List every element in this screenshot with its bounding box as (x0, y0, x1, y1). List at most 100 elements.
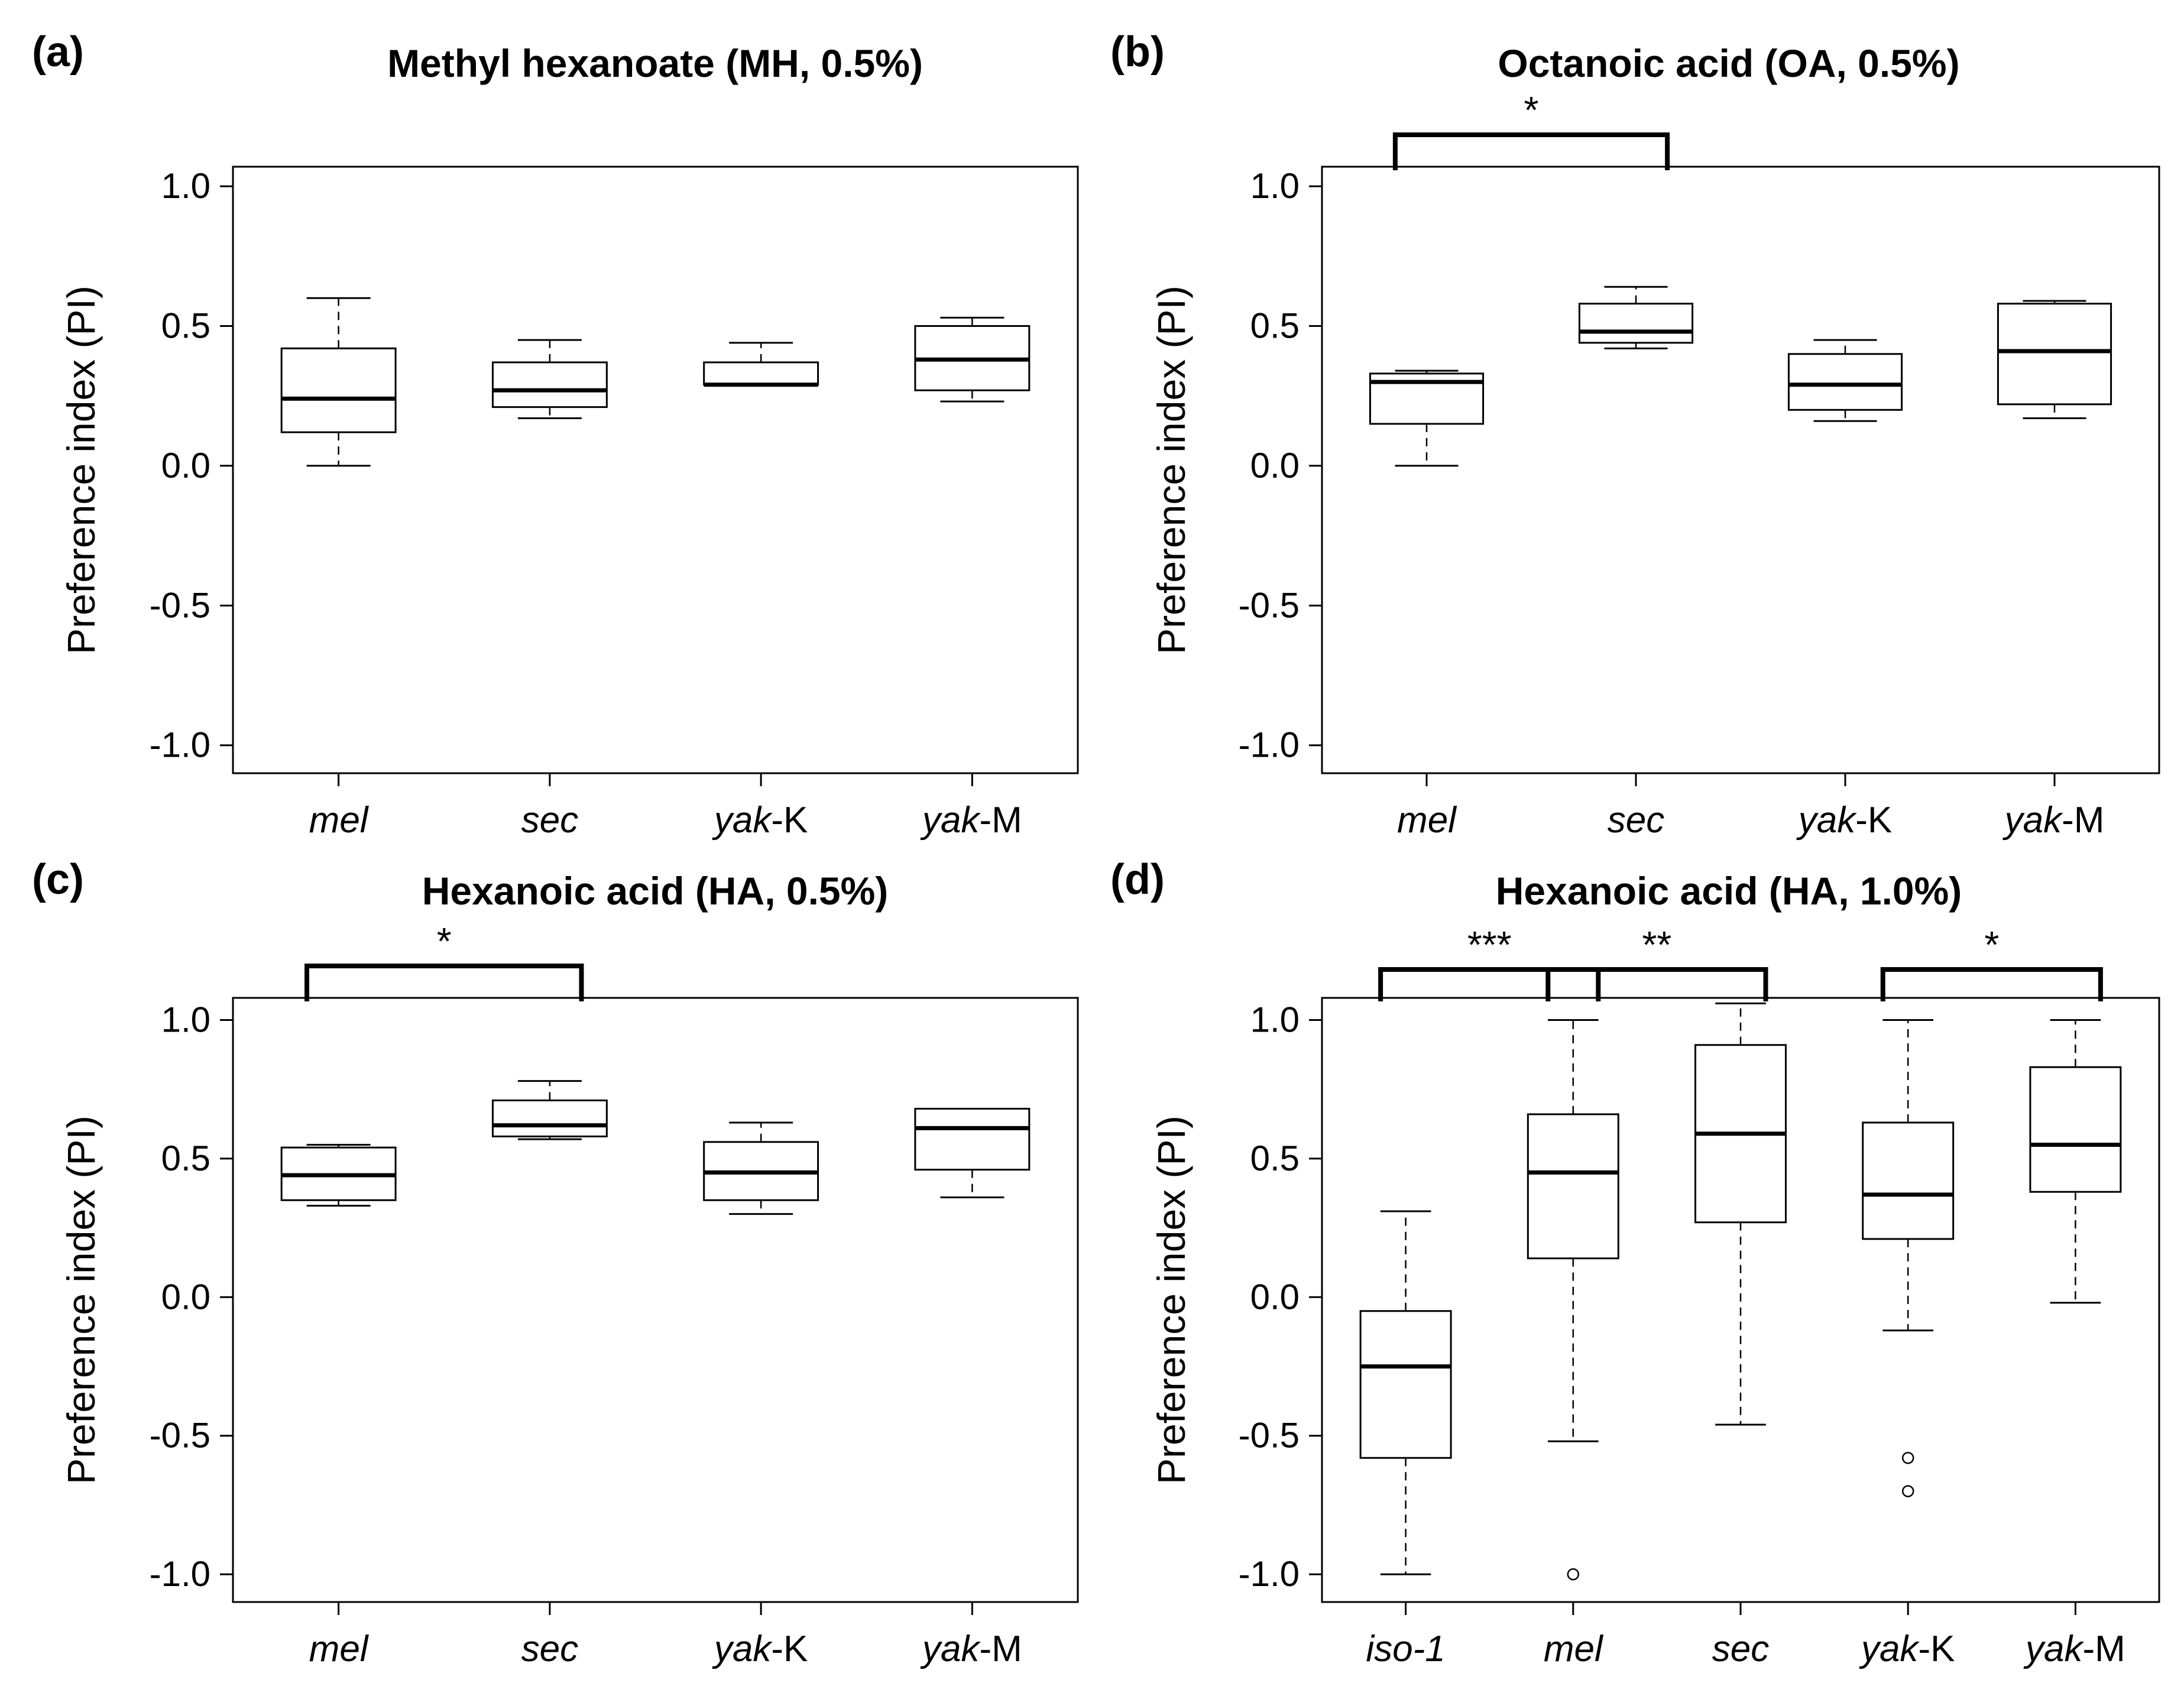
significance-label: ** (1642, 923, 1671, 966)
panel-a: (a) Methyl hexanoate (MH, 0.5%) 1.0 0.5 0.0 -… (32, 28, 1079, 841)
y-tick-label: 0.5 (161, 306, 210, 346)
panel-letter: (c) (32, 856, 84, 903)
y-tick-label: 0.0 (1250, 1277, 1300, 1316)
x-tick-label: mel (309, 1629, 370, 1669)
significance-label: * (437, 920, 452, 962)
box-body (1997, 303, 2112, 406)
box-body (1578, 303, 1694, 344)
significance-label: * (1984, 923, 1999, 966)
box-body (491, 1099, 608, 1137)
y-tick-label: 0.5 (1250, 1139, 1300, 1178)
y-tick-label: 1.0 (1250, 1000, 1300, 1040)
y-tick-label: 0.0 (161, 446, 210, 485)
y-axis-label: Preference index (PI) (1149, 1115, 1193, 1484)
box-2 (1694, 1002, 1787, 1426)
significance-bracket (1880, 967, 2103, 1001)
box-1 (491, 1080, 608, 1140)
plot-frame (1321, 166, 2160, 774)
box-2 (703, 342, 819, 387)
panel-letter: (a) (32, 28, 84, 76)
y-tick-label: -0.5 (1239, 585, 1300, 625)
y-tick-label: 1.0 (1250, 166, 1300, 206)
y-tick-label: 0.0 (161, 1277, 210, 1316)
x-tick-label: iso-1 (1366, 1629, 1445, 1669)
box-0 (1369, 369, 1485, 467)
x-tick-label: yak-K (712, 800, 808, 841)
box-0 (1359, 1210, 1452, 1575)
y-axis-label: Preference index (PI) (1149, 286, 1193, 654)
significance-bracket (1378, 967, 1601, 1001)
panel-title: Octanoic acid (OA, 0.5%) (1498, 41, 1959, 85)
y-tick-label: -1.0 (1239, 725, 1300, 765)
panel-title: Hexanoic acid (HA, 0.5%) (422, 869, 889, 913)
y-axis-label: Preference index (PI) (59, 1115, 103, 1484)
outlier-point (1901, 1485, 1914, 1497)
panel-letter: (b) (1110, 28, 1165, 76)
x-tick-label: mel (1544, 1629, 1604, 1669)
y-tick-label: 1.0 (161, 1000, 210, 1040)
significance-bracket (1392, 132, 1670, 170)
x-tick-label: yak-K (712, 1629, 808, 1669)
box-3 (914, 1108, 1031, 1199)
y-tick-label: -0.5 (150, 585, 210, 625)
y-tick-label: 0.0 (1250, 446, 1300, 485)
box-body (1359, 1310, 1452, 1459)
outlier-point (1567, 1568, 1580, 1581)
x-tick-label: yak-M (920, 1629, 1022, 1669)
x-tick-label: mel (309, 800, 370, 841)
significance-bracket (304, 964, 584, 1001)
y-axis-label: Preference index (PI) (59, 286, 103, 654)
box-4 (2029, 1019, 2122, 1304)
panel-c: (c) Hexanoic acid (HA, 0.5%) 1.0 0.5 0.0 -0.5… (32, 856, 1079, 1669)
x-tick-label: sec (1608, 800, 1664, 841)
box-body (1527, 1113, 1619, 1260)
box-1 (491, 339, 608, 420)
significance-label: *** (1467, 923, 1512, 966)
x-tick-label: sec (1712, 1629, 1769, 1669)
panel-letter: (d) (1110, 856, 1165, 903)
plot-frame (232, 997, 1079, 1603)
x-tick-label: yak-M (2002, 800, 2105, 841)
box-0 (280, 297, 397, 467)
plot-frame (232, 166, 1079, 774)
box-body (2029, 1066, 2122, 1193)
box-body (491, 361, 608, 408)
box-0 (280, 1143, 397, 1207)
x-tick-label: sec (521, 800, 578, 841)
box-3 (1997, 300, 2112, 420)
significance-bracket (1545, 967, 1768, 1001)
panel-b: (b) Octanoic acid (OA, 0.5%) 1.0 0.5 0.0 -0.5… (1110, 28, 2160, 841)
x-tick-label: mel (1397, 800, 1457, 841)
x-tick-label: sec (521, 1629, 578, 1669)
outlier-point (1901, 1451, 1914, 1464)
box-1 (1578, 286, 1694, 349)
y-tick-label: -0.5 (150, 1416, 210, 1455)
panel-title: Hexanoic acid (HA, 1.0%) (1496, 869, 1962, 913)
box-3 (914, 316, 1031, 403)
box-2 (1787, 339, 1903, 422)
y-tick-label: 0.5 (161, 1139, 210, 1178)
y-tick-label: 0.5 (1250, 306, 1300, 346)
y-tick-label: 1.0 (161, 166, 210, 206)
box-body (914, 1108, 1031, 1171)
panel-d: (d) Hexanoic acid (HA, 1.0%) 1.0 0.5 0.0 -0.5… (1110, 856, 2160, 1669)
box-body (703, 361, 819, 386)
box-body (1787, 353, 1903, 411)
box-3 (1862, 1019, 1955, 1497)
x-tick-label: yak-M (2023, 1629, 2125, 1669)
significance-label: * (1524, 89, 1539, 131)
box-body (280, 347, 397, 433)
x-tick-label: yak-K (1796, 800, 1892, 841)
y-tick-label: -1.0 (150, 725, 210, 765)
x-tick-label: yak-M (920, 800, 1022, 841)
y-tick-label: -0.5 (1239, 1416, 1300, 1455)
y-tick-label: -1.0 (150, 1554, 210, 1594)
box-body (1862, 1121, 1955, 1240)
box-2 (703, 1121, 819, 1215)
y-tick-label: -1.0 (1239, 1554, 1300, 1594)
box-1 (1527, 1019, 1619, 1581)
panel-title: Methyl hexanoate (MH, 0.5%) (387, 41, 923, 85)
x-tick-label: yak-K (1859, 1629, 1955, 1669)
